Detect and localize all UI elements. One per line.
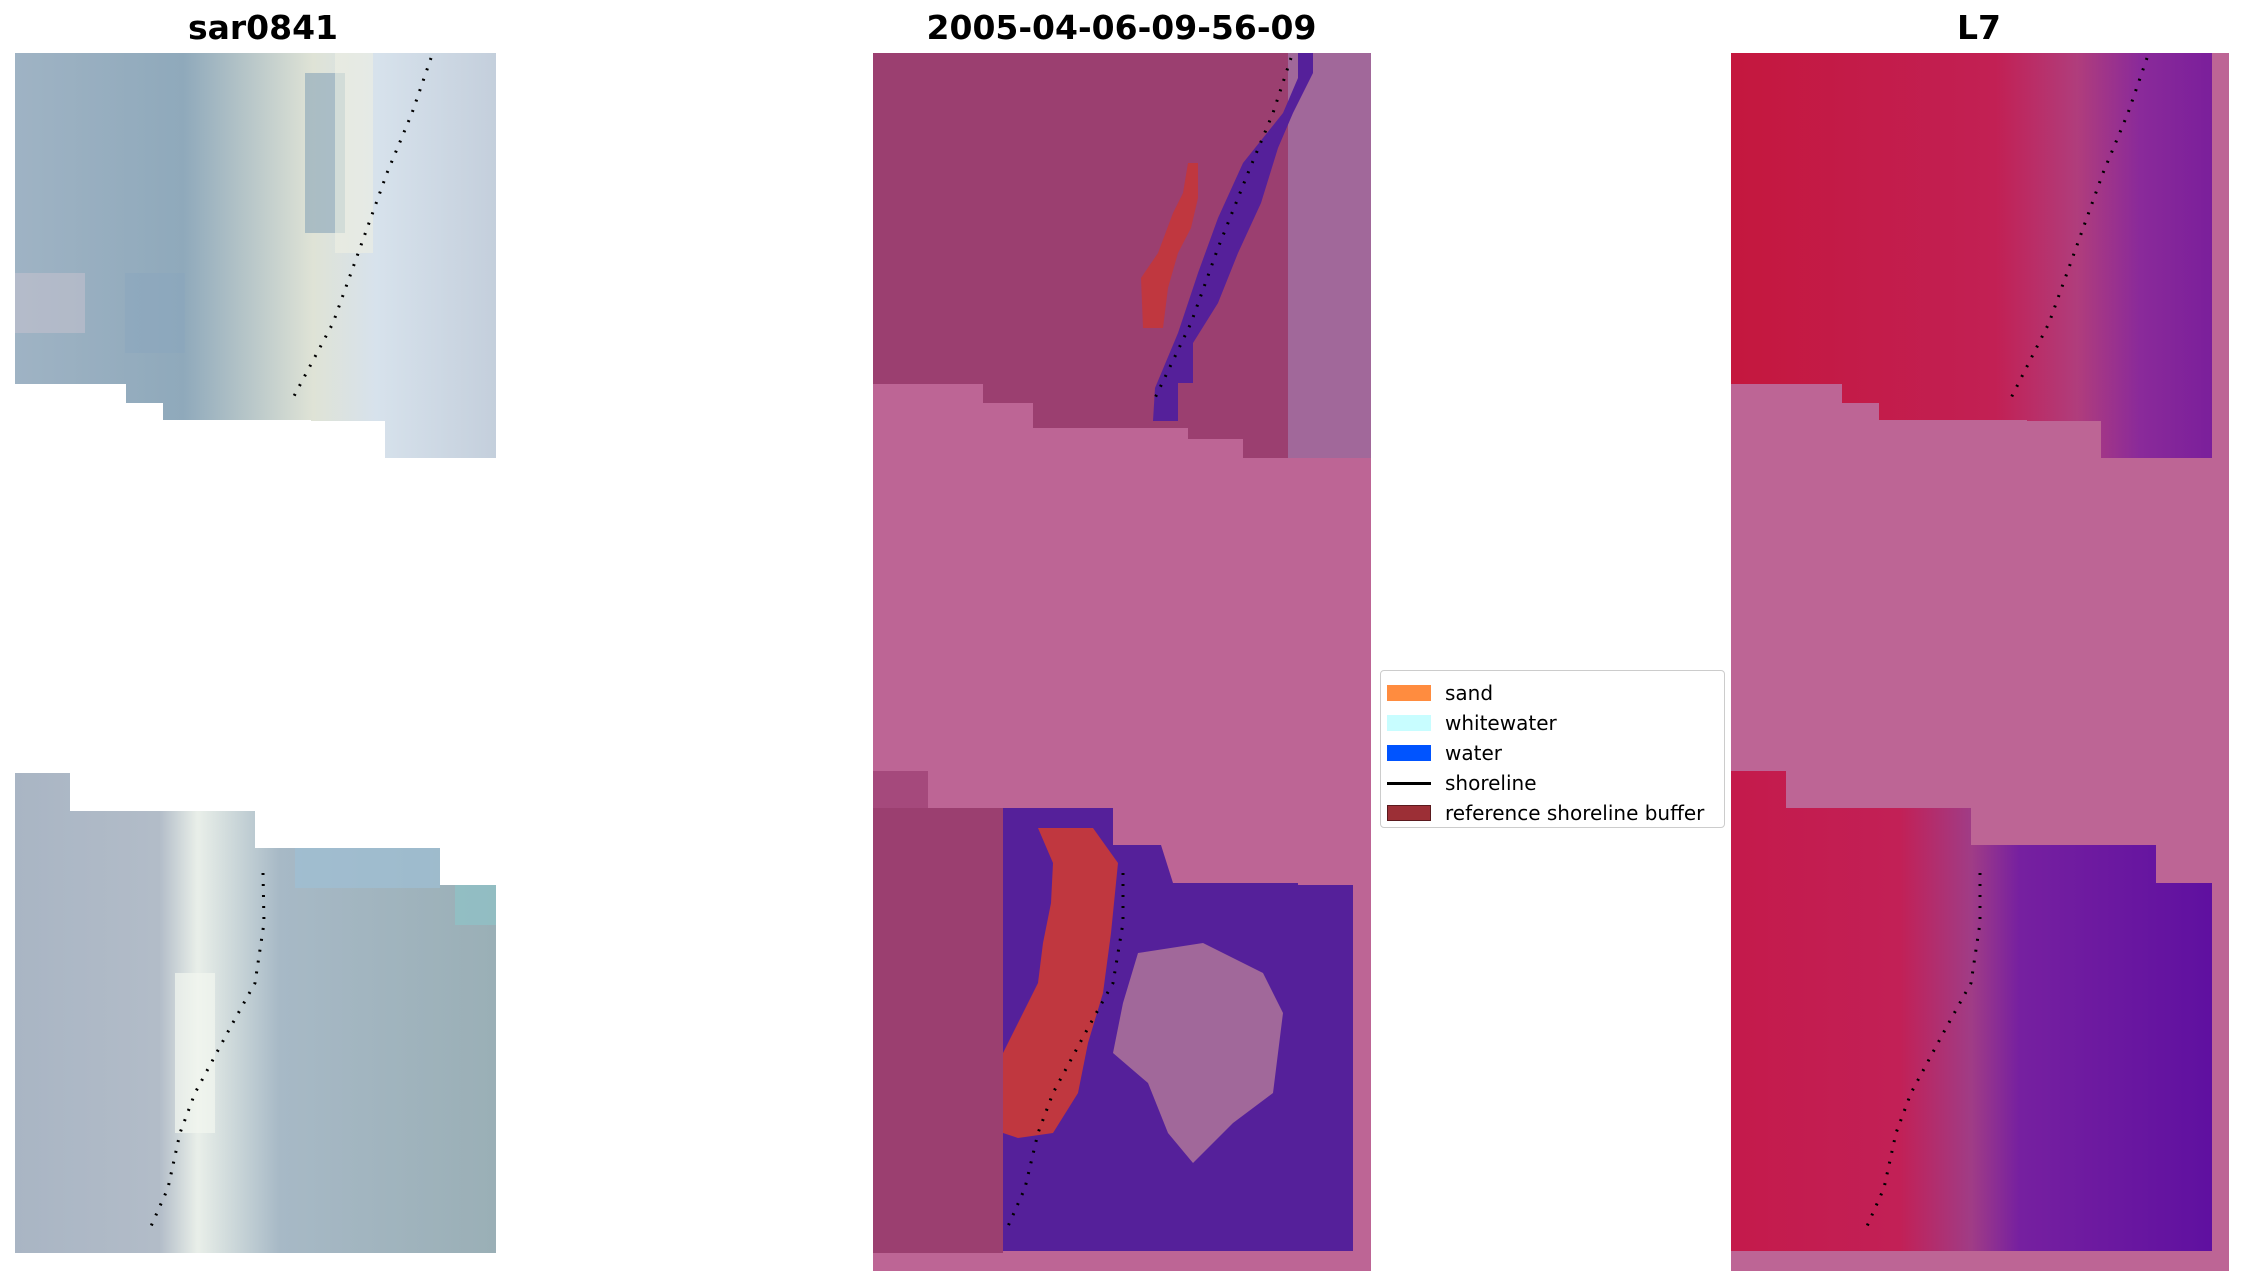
- false-color-image-panel: [1731, 53, 2229, 1271]
- legend-item-reference-shoreline-buffer: reference shoreline buffer: [1387, 799, 1704, 827]
- panel-title-left: sar0841: [187, 8, 339, 47]
- legend-item-whitewater: whitewater: [1387, 709, 1557, 737]
- water-swatch: [1387, 745, 1431, 761]
- legend-label: shoreline: [1445, 771, 1537, 795]
- rgb-image-bottom-tile: [15, 773, 496, 1253]
- buffer-swatch: [1387, 805, 1431, 821]
- false-color-bottom-tile: [1731, 771, 2212, 1251]
- shoreline-trace: [146, 872, 266, 1234]
- legend-label: reference shoreline buffer: [1445, 801, 1705, 825]
- panel-title-right: L7: [1957, 8, 2001, 47]
- shoreline-trace: [1153, 57, 1293, 399]
- legend-item-water: water: [1387, 739, 1502, 767]
- legend-item-shoreline: shoreline: [1387, 769, 1537, 797]
- rgb-image-panel: [15, 53, 496, 1253]
- classified-top-tile: [873, 53, 1371, 458]
- panel-title-middle: 2005-04-06-09-56-09: [926, 8, 1317, 47]
- legend-label: water: [1445, 741, 1502, 765]
- false-color-top-tile: [1731, 53, 2212, 458]
- rgb-image-top-tile: [15, 53, 496, 458]
- shoreline-line-swatch: [1387, 781, 1431, 785]
- classified-bottom-tile: [873, 771, 1353, 1253]
- sand-swatch: [1387, 685, 1431, 701]
- classified-image-panel: [873, 53, 1371, 1271]
- whitewater-swatch: [1387, 715, 1431, 731]
- legend-label: sand: [1445, 681, 1494, 705]
- legend-label: whitewater: [1445, 711, 1557, 735]
- shoreline-trace: [1003, 873, 1125, 1234]
- legend: sand whitewater water shoreline referenc…: [1380, 670, 1725, 828]
- shoreline-trace: [1862, 873, 1982, 1234]
- legend-item-sand: sand: [1387, 679, 1493, 707]
